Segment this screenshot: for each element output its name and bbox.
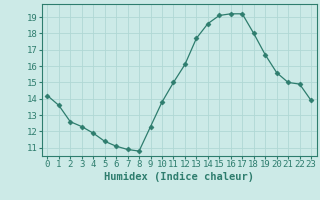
X-axis label: Humidex (Indice chaleur): Humidex (Indice chaleur) bbox=[104, 172, 254, 182]
